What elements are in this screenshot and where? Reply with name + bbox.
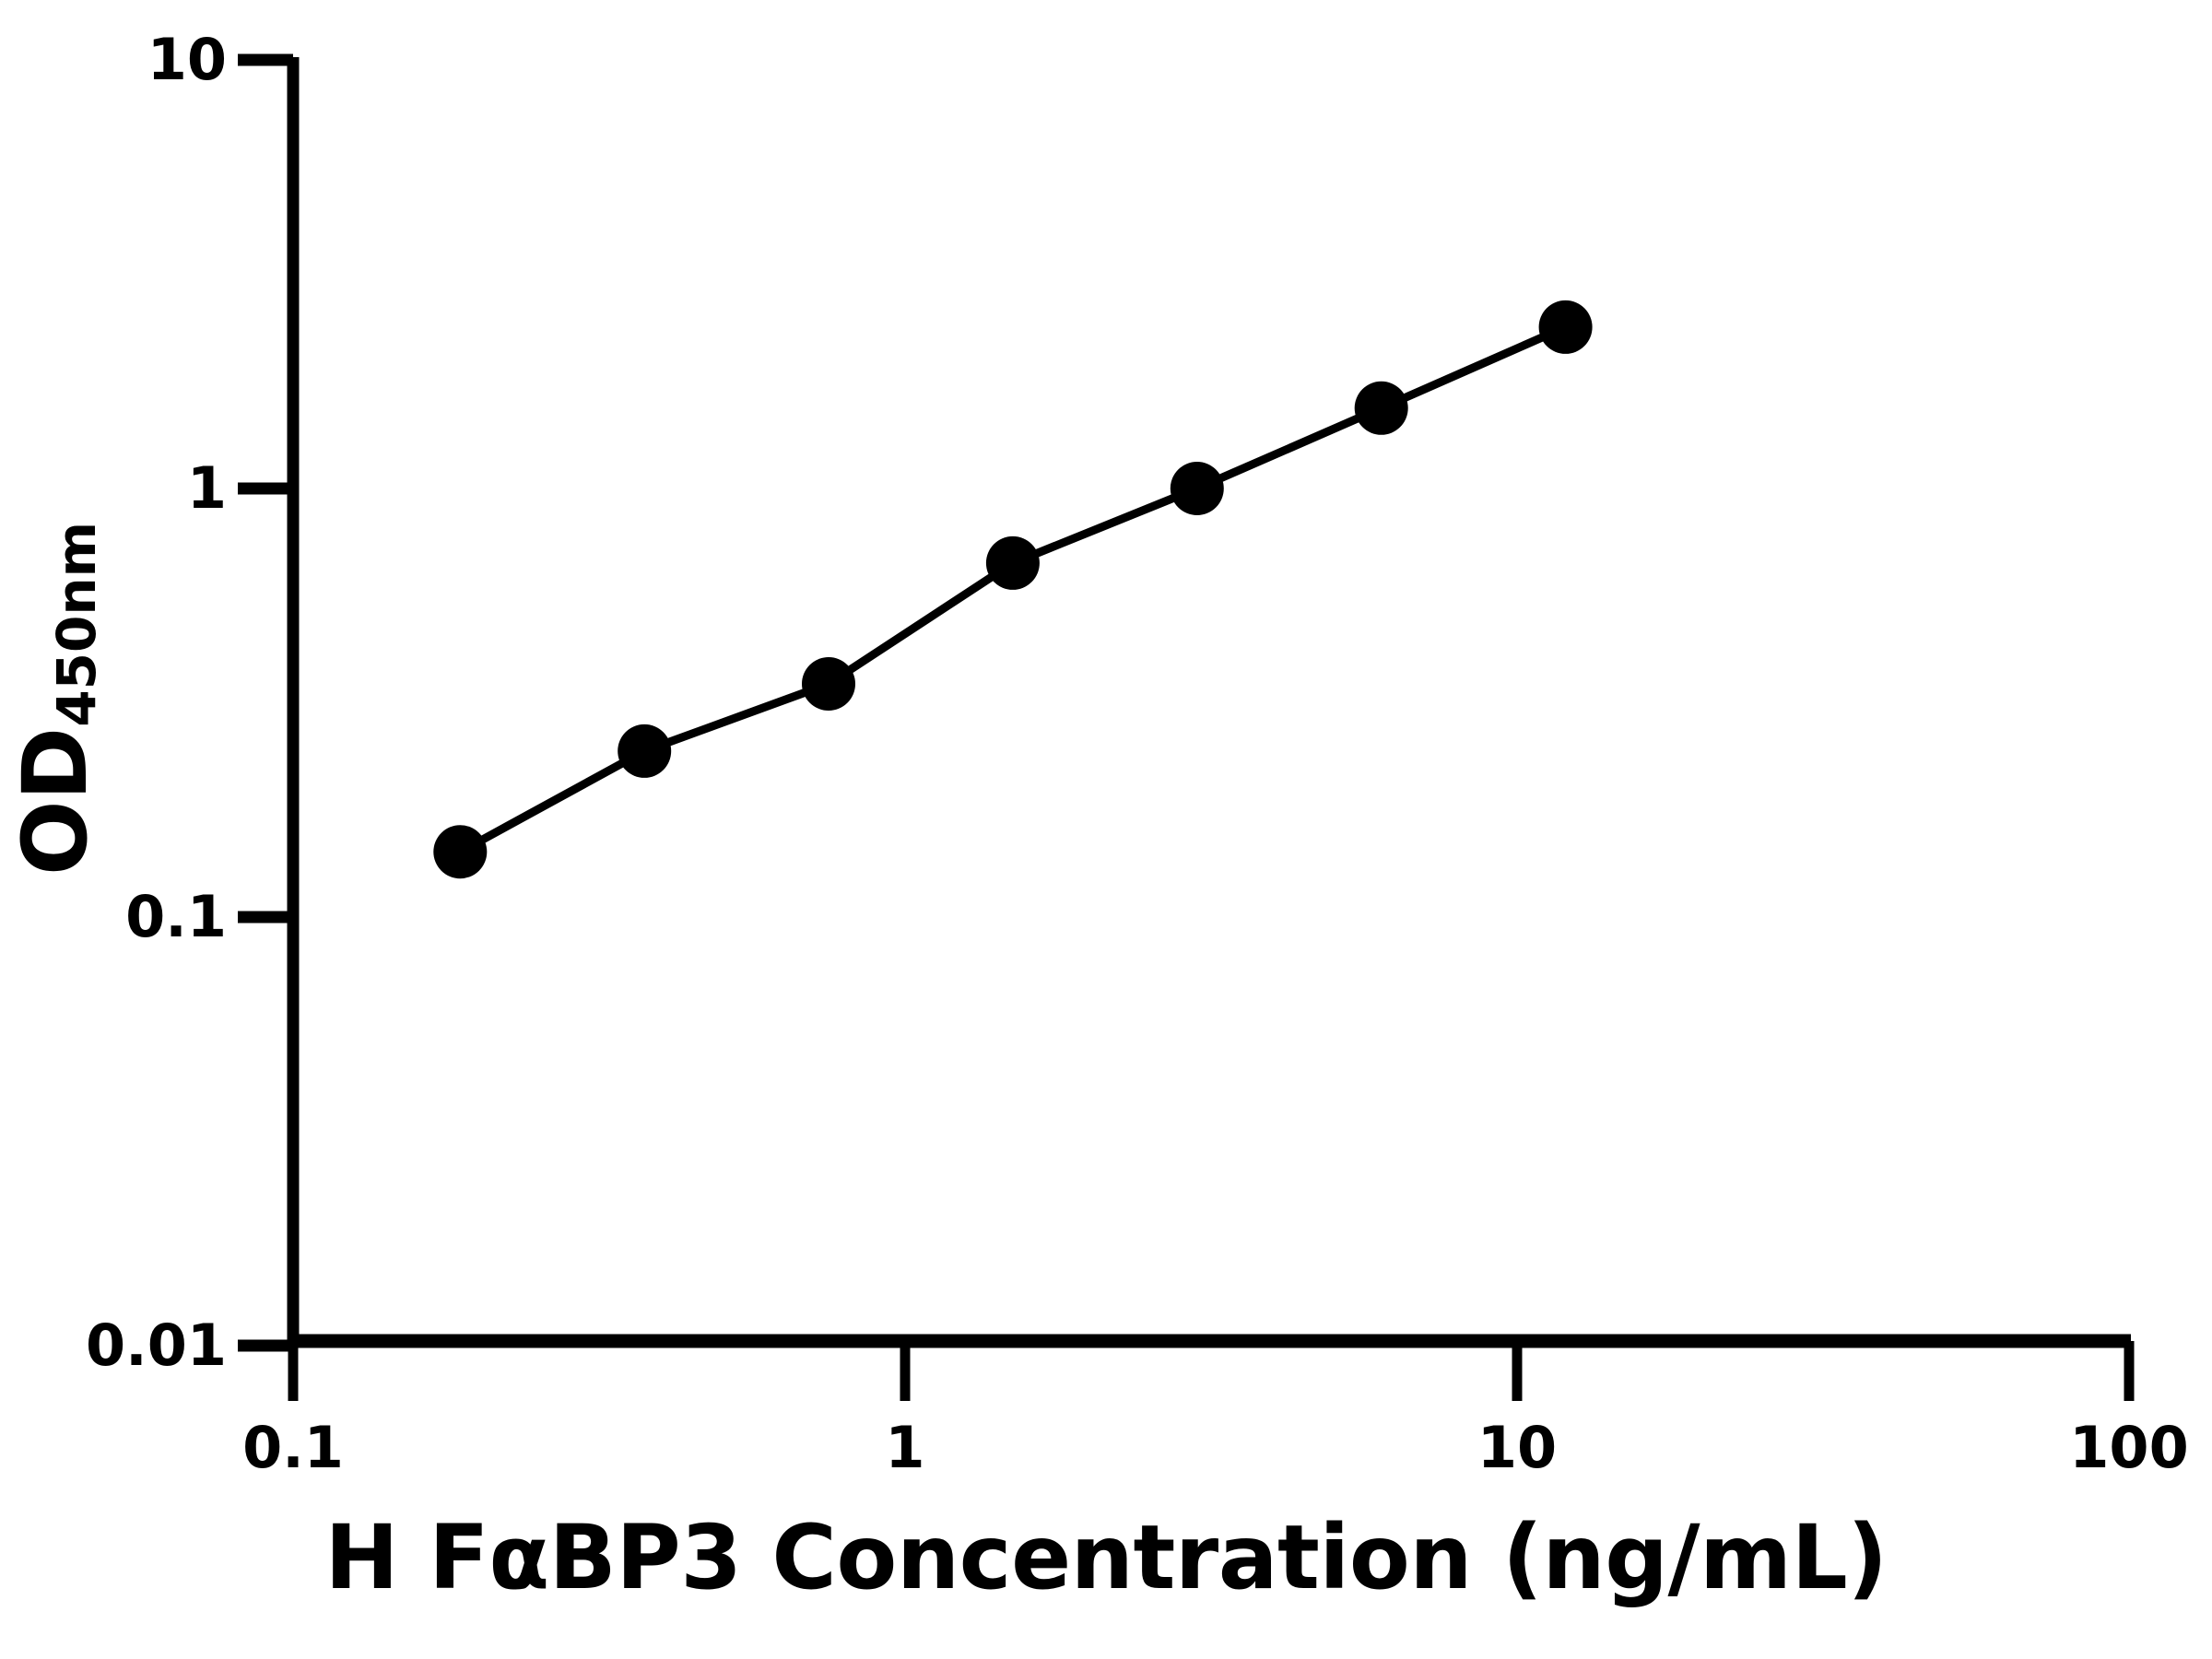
x-axis-ticks [288,1341,2135,1401]
series-markers [433,300,1593,879]
axis-spines [287,57,2131,1348]
data-point-4 [1170,462,1224,515]
data-point-1 [618,724,672,778]
data-series [433,300,1593,879]
y-tick-label-1: 1 [186,454,227,522]
x-tick-label-1: 1 [885,1414,925,1481]
y-axis-title-subscript: 450nm [45,521,108,727]
data-point-6 [1538,300,1593,354]
y-tick-label-2: 0.1 [125,883,227,950]
data-point-2 [802,657,855,711]
x-tick-label-0: 0.1 [242,1414,344,1481]
y-axis-ticks [238,53,293,1352]
y-tick-label-0: 10 [147,26,227,93]
x-tick-label-3: 100 [2069,1414,2189,1481]
y-axis-title: OD450nm [4,330,108,1067]
data-point-0 [433,825,488,879]
x-tick-label-2: 10 [1477,1414,1558,1481]
x-axis-title: H FαBP3 Concentration (ng/mL) [324,1506,1888,1609]
y-axis-title-main: OD [4,726,107,877]
y-tick-label-3: 0.01 [86,1312,227,1379]
data-point-5 [1354,381,1408,435]
data-point-3 [985,535,1040,590]
